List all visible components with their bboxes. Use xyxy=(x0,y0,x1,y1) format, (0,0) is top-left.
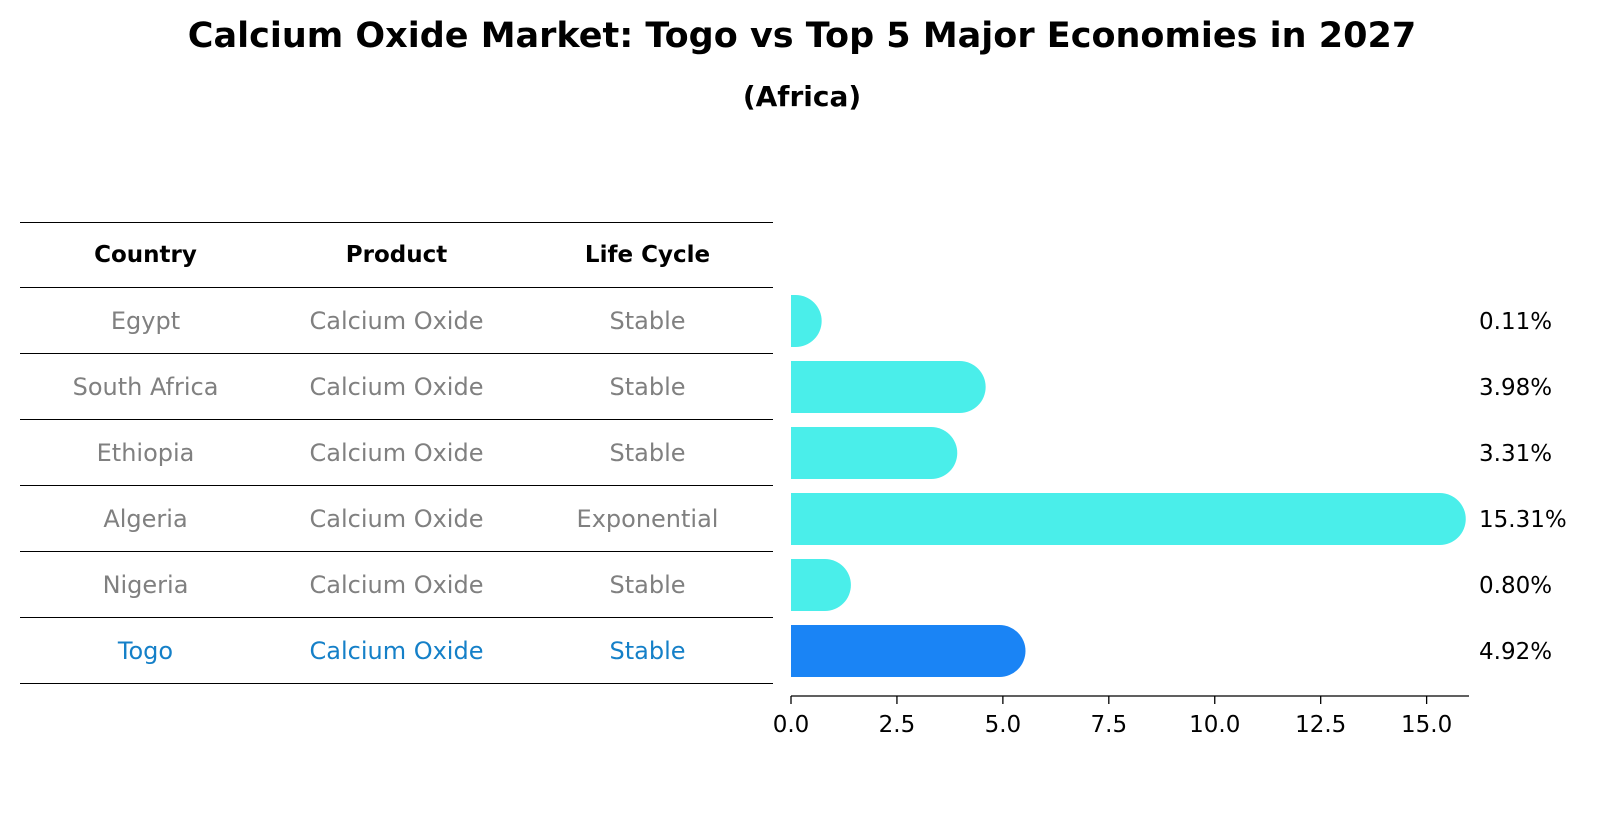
cell-country: Algeria xyxy=(103,504,188,533)
bar-togo xyxy=(791,625,1026,677)
cell-country: South Africa xyxy=(72,372,219,401)
x-tick-label: 5.0 xyxy=(985,712,1022,738)
cell-product: Calcium Oxide xyxy=(309,636,484,665)
cell-product: Calcium Oxide xyxy=(309,306,484,335)
bar-south-africa xyxy=(791,361,986,413)
country-table: Country Product Life Cycle Egypt Calcium… xyxy=(20,222,773,684)
x-axis: 0.0 2.5 5.0 7.5 10.0 12.5 15.0 xyxy=(773,695,1469,738)
cell-country: Nigeria xyxy=(102,570,189,599)
cell-country: Togo xyxy=(117,636,174,665)
cell-product: Calcium Oxide xyxy=(309,504,484,533)
value-label-algeria: 15.31% xyxy=(1479,507,1567,533)
cell-product: Calcium Oxide xyxy=(309,372,484,401)
table-row: Ethiopia Calcium Oxide Stable xyxy=(20,420,773,486)
cell-life-cycle: Stable xyxy=(609,438,686,467)
header-product: Product xyxy=(345,242,448,268)
value-label-ethiopia: 3.31% xyxy=(1479,441,1552,467)
chart-title: Calcium Oxide Market: Togo vs Top 5 Majo… xyxy=(187,16,1417,56)
value-label-togo: 4.92% xyxy=(1479,639,1552,665)
chart-subtitle: (Africa) xyxy=(742,80,862,113)
bar-ethiopia xyxy=(791,427,958,479)
cell-life-cycle: Stable xyxy=(609,372,686,401)
x-tick-label: 0.0 xyxy=(773,712,810,738)
table-row: South Africa Calcium Oxide Stable xyxy=(20,354,773,420)
cell-country: Ethiopia xyxy=(96,438,195,467)
table-row: Egypt Calcium Oxide Stable xyxy=(20,288,773,354)
bar-nigeria xyxy=(791,559,851,611)
table-row-highlight: Togo Calcium Oxide Stable xyxy=(20,618,773,684)
x-tick-label: 15.0 xyxy=(1401,712,1452,738)
header-country: Country xyxy=(94,242,197,268)
cell-life-cycle: Stable xyxy=(609,570,686,599)
table-header-row: Country Product Life Cycle xyxy=(20,222,773,288)
bars-group xyxy=(791,295,1466,677)
x-tick-label: 12.5 xyxy=(1295,712,1346,738)
cell-product: Calcium Oxide xyxy=(309,570,484,599)
bar-egypt xyxy=(791,295,822,347)
cell-life-cycle: Exponential xyxy=(576,504,719,533)
x-tick-label: 7.5 xyxy=(1091,712,1128,738)
cell-product: Calcium Oxide xyxy=(309,438,484,467)
value-label-nigeria: 0.80% xyxy=(1479,573,1552,599)
value-labels-group: 0.11% 3.98% 3.31% 15.31% 0.80% 4.92% xyxy=(1479,309,1567,665)
x-tick-label: 10.0 xyxy=(1189,712,1240,738)
table-row: Nigeria Calcium Oxide Stable xyxy=(20,552,773,618)
cell-life-cycle: Stable xyxy=(609,306,686,335)
header-life-cycle: Life Cycle xyxy=(584,242,711,268)
x-tick-label: 2.5 xyxy=(879,712,916,738)
cell-country: Egypt xyxy=(110,306,181,335)
value-label-south-africa: 3.98% xyxy=(1479,375,1552,401)
value-label-egypt: 0.11% xyxy=(1479,309,1552,335)
table-row: Algeria Calcium Oxide Exponential xyxy=(20,486,773,552)
cell-life-cycle: Stable xyxy=(609,636,686,665)
bar-algeria xyxy=(791,493,1466,545)
